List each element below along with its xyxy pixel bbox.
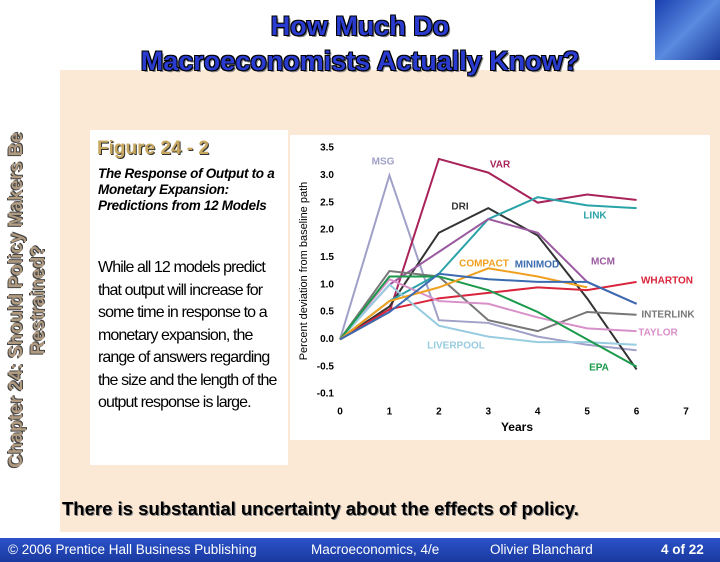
series-line [339, 272, 637, 341]
footer-page: 4 of 22 [661, 542, 704, 557]
y-tick-label: 0.0 [320, 334, 334, 345]
chart: Years Percent deviation from baseline pa… [290, 135, 710, 440]
series-line [339, 267, 588, 341]
figure-caption: The Response of Output to a Monetary Exp… [98, 166, 275, 213]
series-label: LIVERPOOL [427, 341, 485, 352]
series-line [339, 269, 637, 340]
figure-text: While all 12 models predict that output … [98, 259, 277, 411]
series-label: WHARTON [641, 276, 693, 287]
series-label: COMPACT [459, 259, 509, 270]
x-tick-label: 5 [584, 407, 590, 418]
series-label: MCM [591, 257, 615, 268]
y-tick-label: 1.5 [320, 252, 334, 263]
y-tick-label: 3.0 [320, 170, 334, 181]
slide-title: Macroeconomists Actually Know? [140, 46, 580, 76]
y-tick-label: 2.5 [320, 197, 334, 208]
slide-title: How Much Do [270, 11, 450, 41]
series-line [339, 275, 638, 368]
series-label: TAYLOR [638, 328, 678, 339]
y-tick-label: -0.5 [317, 361, 335, 372]
x-axis-label: Years [501, 420, 533, 434]
series-label: MINIMOD [515, 260, 559, 271]
y-tick-label: 3.5 [320, 143, 334, 154]
series-line [339, 207, 638, 370]
series-line [339, 280, 637, 341]
statement: There is substantial uncertainty about t… [62, 498, 579, 519]
footer-publisher: © 2006 Prentice Hall Business Publishing [8, 542, 257, 557]
footer-book: Macroeconomics, 4/e [311, 542, 440, 557]
x-tick-label: 1 [387, 407, 393, 418]
footer: © 2006 Prentice Hall Business Publishing… [0, 538, 720, 562]
y-tick-label: 0.5 [320, 307, 334, 318]
x-tick-label: 6 [634, 407, 640, 418]
series-label: DRI [451, 202, 468, 213]
x-tick-label: 3 [486, 407, 492, 418]
series-label: INTERLINK [641, 310, 695, 321]
corner-image [655, 0, 720, 60]
figure-label: Figure 24 - 2 [97, 138, 209, 159]
series-line [339, 172, 637, 352]
series-label: VAR [490, 160, 511, 171]
x-tick-label: 0 [337, 407, 343, 418]
y-tick-label: 2.0 [320, 225, 334, 236]
x-tick-label: 4 [535, 407, 541, 418]
y-tick-label: -0.1 [317, 389, 335, 400]
side-title: Chapter 24: Should Policy Makers Be Rest… [6, 132, 49, 468]
series-label: EPA [589, 363, 609, 374]
footer-author: Olivier Blanchard [490, 542, 593, 557]
text-panel [90, 130, 288, 465]
y-tick-label: 1.0 [320, 279, 334, 290]
series-line [339, 283, 637, 346]
x-tick-label: 2 [436, 407, 442, 418]
x-tick-label: 7 [683, 407, 689, 418]
series-label: LINK [583, 211, 607, 222]
y-axis-label: Percent deviation from baseline path [298, 182, 310, 361]
series-line [339, 277, 637, 340]
series-label: MSG [372, 157, 395, 168]
